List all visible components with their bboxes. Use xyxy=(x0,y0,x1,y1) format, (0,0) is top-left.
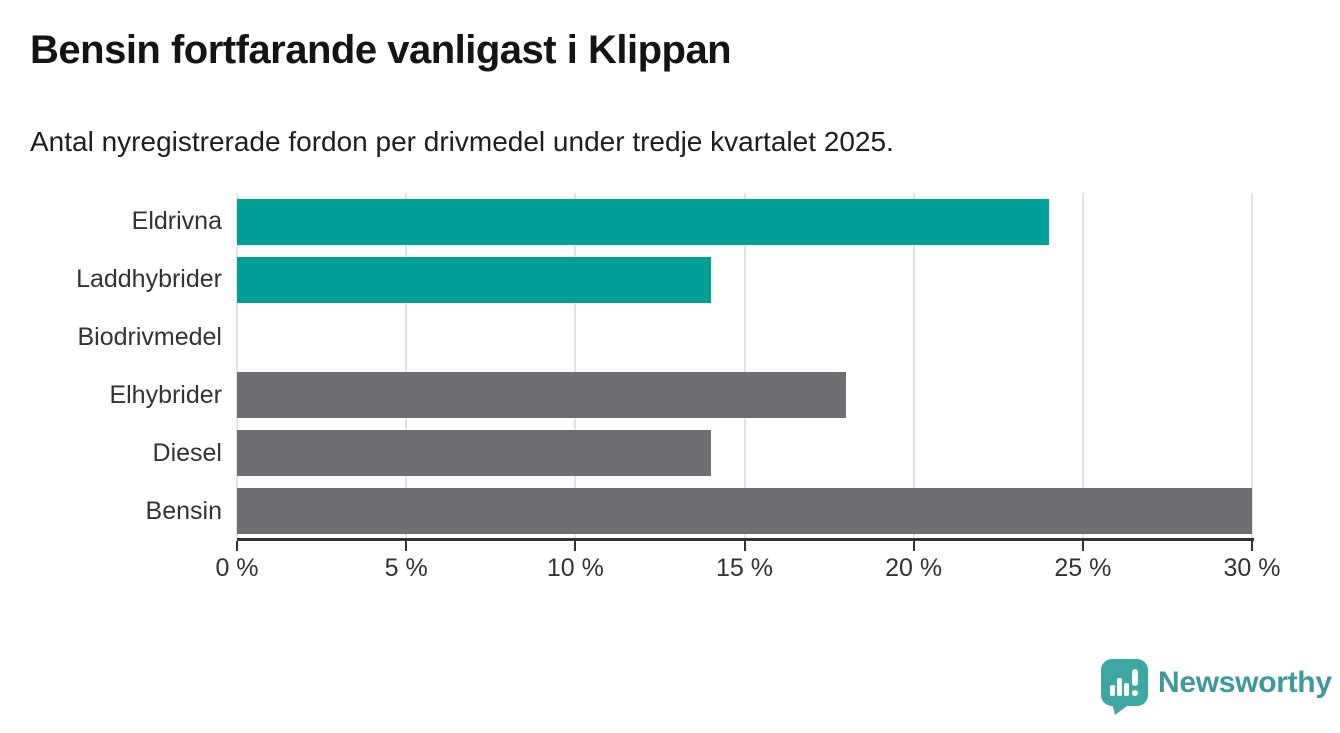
chart-subtitle: Antal nyregistrerade fordon per drivmede… xyxy=(30,126,894,157)
tick-label: 10 % xyxy=(546,554,604,582)
gridline xyxy=(1081,193,1084,540)
tick-mark xyxy=(1251,541,1253,551)
category-label: Eldrivna xyxy=(131,207,222,236)
gridline xyxy=(912,193,915,540)
bar xyxy=(237,430,711,477)
category-label: Biodrivmedel xyxy=(77,323,222,352)
bar xyxy=(237,256,711,303)
tick-mark xyxy=(574,541,577,551)
chart-title: Bensin fortfarande vanligast i Klippan xyxy=(30,28,732,72)
bar xyxy=(237,372,846,419)
newsworthy-logo: Newsworthy xyxy=(1101,659,1332,715)
tick-label: 25 % xyxy=(1054,554,1112,582)
tick-mark xyxy=(912,541,915,551)
plot-area xyxy=(236,193,1253,540)
category-label: Laddhybrider xyxy=(76,265,222,294)
bar xyxy=(237,198,1049,245)
newsworthy-speech-bubble-bar-chart-icon xyxy=(1101,659,1148,715)
gridline xyxy=(1251,193,1253,540)
tick-label: 5 % xyxy=(384,554,428,582)
tick-mark xyxy=(743,541,746,551)
gridline xyxy=(236,193,238,540)
tick-label: 30 % xyxy=(1223,554,1281,582)
category-label: Elhybrider xyxy=(109,380,222,409)
category-label: Bensin xyxy=(145,496,222,525)
tick-mark xyxy=(1081,541,1084,551)
x-axis-line xyxy=(237,538,1254,541)
tick-label: 20 % xyxy=(885,554,943,582)
tick-label: 15 % xyxy=(716,554,773,582)
tick-mark xyxy=(236,541,238,551)
tick-mark xyxy=(405,541,408,551)
gridline xyxy=(405,193,408,540)
gridline xyxy=(574,193,577,540)
newsworthy-wordmark: Newsworthy xyxy=(1158,666,1332,699)
gridline xyxy=(743,193,746,540)
bar xyxy=(237,488,1252,535)
tick-label: 0 % xyxy=(215,554,259,582)
category-label: Diesel xyxy=(152,438,222,467)
